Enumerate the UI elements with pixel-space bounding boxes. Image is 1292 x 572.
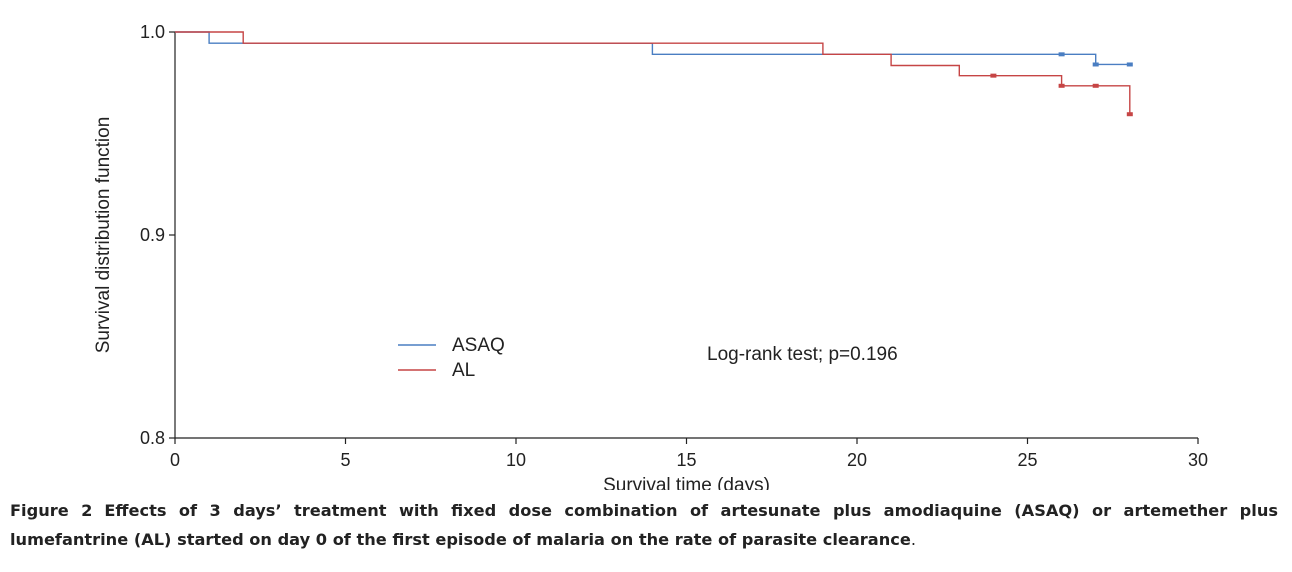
log-rank-annotation: Log-rank test; p=0.196 <box>707 344 898 365</box>
axes: 0 5 10 15 20 25 30 0.8 0.9 1.0 Survival time (days… <box>93 22 1208 490</box>
series-asaq <box>175 31 1133 67</box>
y-tick-label: 0.8 <box>140 428 165 448</box>
x-tick-label: 25 <box>1017 450 1037 470</box>
survival-curve-asaq <box>175 31 1130 66</box>
x-tick-label: 0 <box>170 450 180 470</box>
caption-text: Effects of 3 days’ treatment with fixed … <box>10 501 1278 549</box>
y-tick-label: 1.0 <box>140 22 165 42</box>
censor-mark <box>1092 62 1099 67</box>
x-tick-label: 30 <box>1188 450 1208 470</box>
censor-mark <box>1058 83 1065 88</box>
legend-label-al: AL <box>452 360 475 381</box>
figure-caption: Figure 2 Effects of 3 days’ treatment wi… <box>10 496 1278 554</box>
censor-mark <box>1058 52 1065 57</box>
x-tick-label: 10 <box>506 450 526 470</box>
series-layer <box>175 31 1133 117</box>
censor-mark <box>990 73 997 78</box>
survival-chart: 0 5 10 15 20 25 30 0.8 0.9 1.0 Survival time (days… <box>93 22 1208 490</box>
legend: ASAQ AL <box>398 335 505 381</box>
caption-period: . <box>910 530 916 549</box>
x-axis-title: Survival time (days) <box>603 475 770 490</box>
legend-label-asaq: ASAQ <box>452 335 505 356</box>
x-tick-label: 15 <box>676 450 696 470</box>
censor-mark <box>1126 112 1133 117</box>
figure-label: Figure 2 <box>10 501 93 520</box>
censor-mark <box>1126 62 1133 67</box>
x-tick-label: 5 <box>340 450 350 470</box>
series-al <box>175 31 1133 117</box>
y-tick-label: 0.9 <box>140 225 165 245</box>
censor-mark <box>1092 83 1099 88</box>
x-tick-label: 20 <box>847 450 867 470</box>
y-axis-title: Survival distribution function <box>93 117 114 354</box>
